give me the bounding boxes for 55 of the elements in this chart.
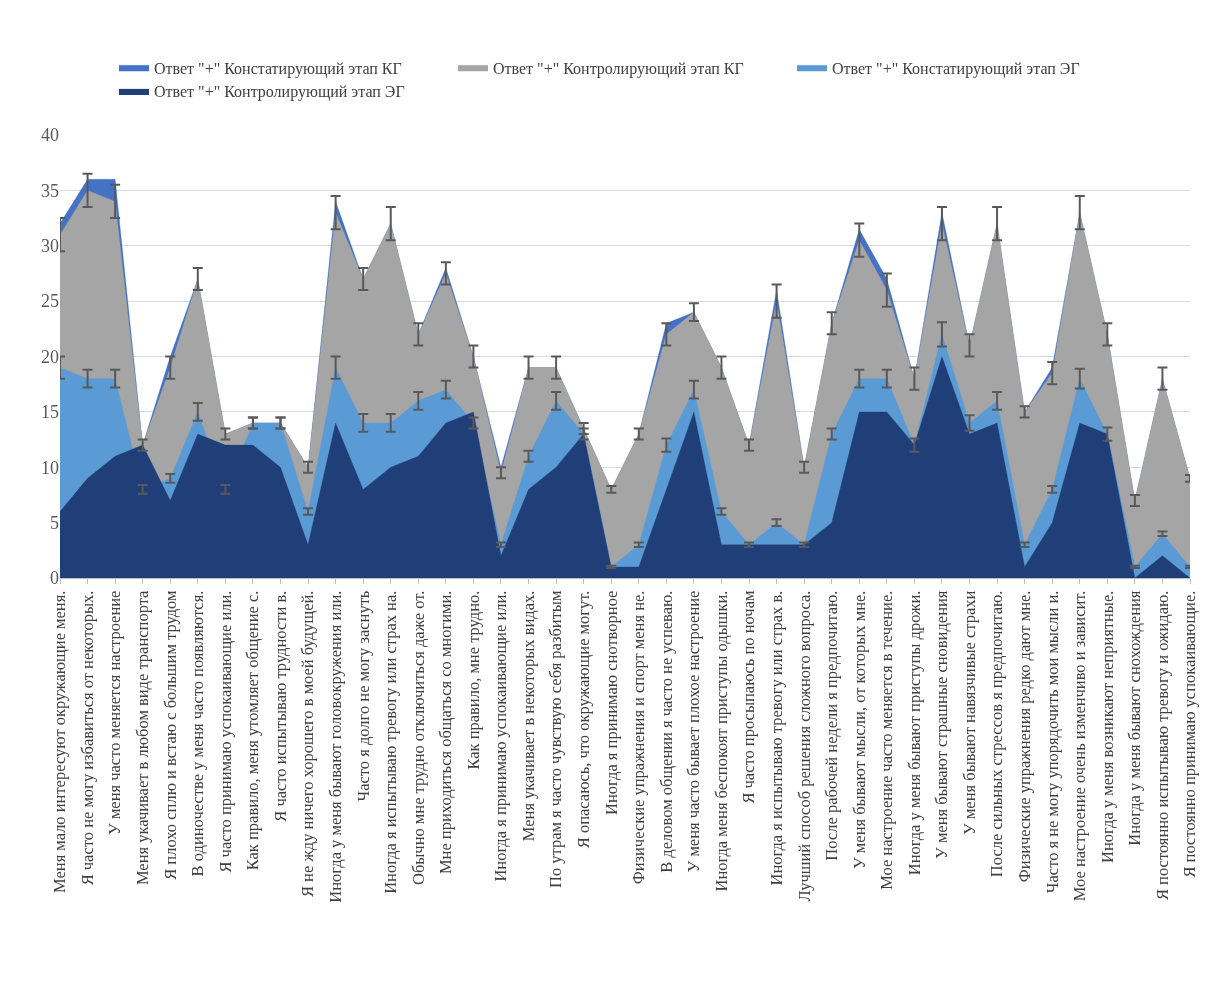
x-tick-label: У меня часто бывает плохое настроение <box>684 590 704 873</box>
x-tick-label: Иногда у меня возникают неприятные. <box>1097 590 1117 863</box>
x-tick-label: Иногда у меня бывают снохождения <box>1125 590 1145 846</box>
x-tick-label: Как правило, меня утомляет общение с. <box>243 590 263 871</box>
x-tick-label: Меня мало интересуют окружающие меня. <box>50 590 70 893</box>
y-tick-label: 35 <box>41 180 59 201</box>
x-tick-label: Обычно мне трудно отключиться даже от. <box>408 590 428 886</box>
x-tick-label: Иногда у меня бывают головокружения или. <box>325 590 345 903</box>
x-tick-label: Мне приходиться общаться со многими. <box>436 590 456 875</box>
x-tick-label: Часто я не могу упорядочить мои мысли и. <box>1042 590 1062 894</box>
x-tick-label: По утрам я часто чувствую себя разбитым <box>546 590 566 889</box>
x-tick-label: Я плохо сплю и встаю с большим трудом <box>160 590 180 880</box>
x-tick-label: У меня бывают страшные сновидения <box>932 590 952 859</box>
x-tick-label: Я постоянно принимаю успокаивающие. <box>1180 590 1200 878</box>
x-tick-label: Меня укачивает в некоторых видах. <box>518 590 538 842</box>
x-tick-label: У меня бывают мысли, от которых мне. <box>849 590 869 869</box>
x-tick-label: Я опасаюсь, что окружающие могут. <box>574 590 594 849</box>
x-tick-label: Иногда меня беспокоят приступы одышки. <box>711 590 731 892</box>
x-tick-label: После сильных стрессов я предпочитаю. <box>987 590 1007 878</box>
x-tick-label: Физические упражнения редко дают мне. <box>1014 590 1034 883</box>
y-tick-label: 25 <box>41 291 59 312</box>
x-tick-label: В деловом общении я часто не успеваю. <box>656 590 676 873</box>
y-tick-label: 0 <box>50 568 59 589</box>
x-tick-label: Я часто испытываю трудности в. <box>270 590 290 822</box>
y-tick-label: 40 <box>41 125 59 146</box>
x-tick-label: Иногда я принимаю успокаивающие или. <box>491 590 511 882</box>
x-tick-label: После рабочей недели я предпочитаю. <box>822 590 842 861</box>
x-tick-label: Как правило, мне трудно. <box>463 590 483 770</box>
x-tick-label: У меня бывают навязчивые страхи <box>959 590 979 835</box>
x-tick-label: В одиночестве у меня часто появляются. <box>188 590 208 877</box>
legend-label: Ответ "+" Констатирующий этап ЭГ <box>832 59 1080 78</box>
x-tick-label: Я часто принимаю успокаивающие или. <box>215 590 235 873</box>
x-tick-label: Я часто просыпаюсь по ночам <box>739 590 759 804</box>
x-tick-label: Лучший способ решения сложного вопроса. <box>794 590 814 902</box>
x-tick-label: Иногда я принимаю снотворное <box>601 590 621 815</box>
legend-label: Ответ "+" Контролирующий этап ЭГ <box>154 83 405 102</box>
x-tick-label: Я не жду ничего хорошего в моей будущей. <box>298 590 318 898</box>
y-tick-label: 20 <box>41 346 59 367</box>
legend-label: Ответ "+" Контролирующий этап КГ <box>493 59 744 78</box>
x-tick-label: Мое настроение очень изменчиво и зависит. <box>1070 590 1090 902</box>
x-tick-label: Иногда я испытываю тревогу или страх в. <box>766 590 786 886</box>
x-tick-label: Я часто не могу избавиться от некоторых. <box>77 590 97 886</box>
x-tick-label: Иногда я испытываю тревогу или страх на. <box>381 590 401 894</box>
x-tick-label: Мое настроение часто меняется в течение. <box>877 590 897 890</box>
y-tick-label: 15 <box>41 402 59 423</box>
x-tick-label: Часто я долго не могу заснуть <box>353 590 373 802</box>
x-tick-label: У меня часто меняется настроение <box>105 590 125 835</box>
x-tick-label: Иногда у меня бывают приступы дрожи. <box>904 590 924 876</box>
x-tick-label: Я постоянно испытываю тревогу и ожидаю. <box>1152 590 1172 901</box>
y-tick-label: 10 <box>41 457 59 478</box>
x-tick-label: Физические упражнения и спорт меня не. <box>629 590 649 885</box>
x-tick-label: Меня укачивает в любом виде транспорта <box>133 589 153 886</box>
y-tick-label: 30 <box>41 236 59 257</box>
y-tick-label: 5 <box>50 512 59 533</box>
legend-label: Ответ "+" Констатирующий этап КГ <box>154 59 402 78</box>
